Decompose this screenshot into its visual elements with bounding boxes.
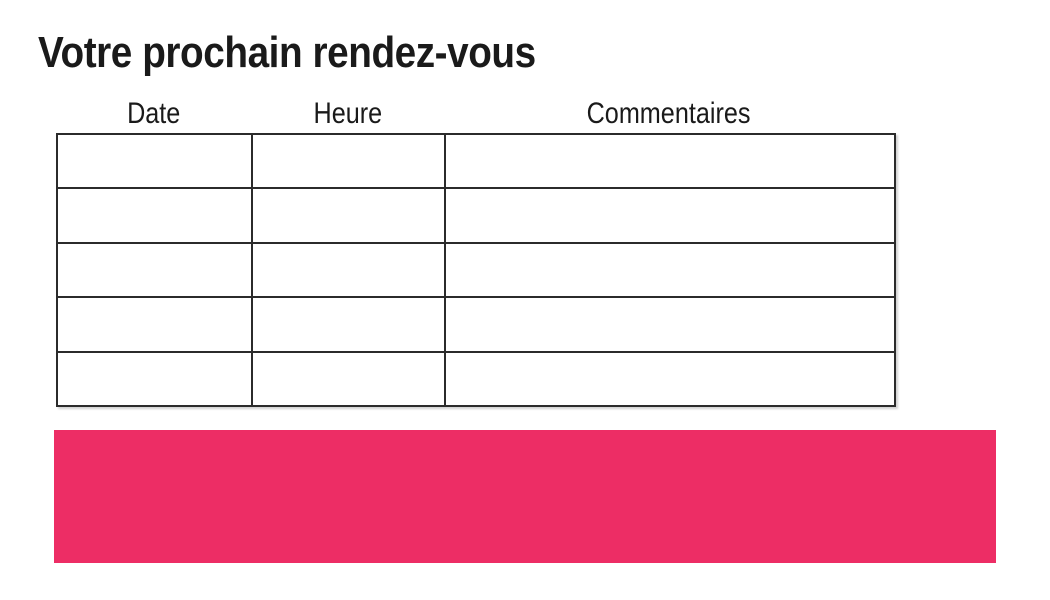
cell-commentaires [444, 187, 896, 244]
table-row [56, 187, 896, 244]
cell-commentaires [444, 296, 896, 353]
cell-date [56, 132, 253, 190]
table-row [56, 132, 896, 190]
appointments-table [56, 132, 896, 408]
cell-date [56, 350, 253, 408]
page-title: Votre prochain rendez-vous [38, 28, 536, 77]
cell-heure [251, 132, 446, 190]
cell-date [56, 241, 253, 299]
cell-commentaires [444, 350, 896, 408]
cell-date [56, 187, 253, 244]
column-header-heure: Heure [251, 97, 444, 130]
column-header-commentaires: Commentaires [444, 97, 894, 130]
cell-heure [251, 187, 446, 244]
cell-commentaires [444, 132, 896, 190]
cell-commentaires [444, 241, 896, 299]
table-row [56, 241, 896, 299]
table-column-headers: Date Heure Commentaires [56, 92, 894, 130]
cell-heure [251, 296, 446, 353]
column-header-commentaires-label: Commentaires [587, 97, 751, 130]
pink-banner [54, 430, 996, 563]
table-row [56, 296, 896, 353]
column-header-date: Date [56, 97, 251, 130]
cell-date [56, 296, 253, 353]
cell-heure [251, 350, 446, 408]
cell-heure [251, 241, 446, 299]
table-row [56, 350, 896, 408]
column-header-date-label: Date [126, 97, 181, 130]
column-header-heure-label: Heure [313, 97, 382, 130]
